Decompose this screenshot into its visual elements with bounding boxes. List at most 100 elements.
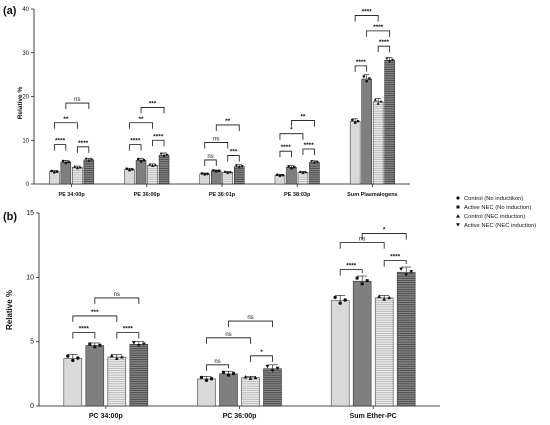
point-marker-triangle-up: [226, 171, 230, 174]
point-marker-square: [362, 75, 366, 78]
point-marker-circle: [278, 174, 282, 178]
legend-marker-triangle-up-icon: [456, 214, 460, 218]
significance-bracket: [204, 142, 229, 149]
significance-label: **: [63, 116, 69, 123]
point-marker-triangle-up: [376, 102, 380, 105]
significance-bracket: [339, 269, 363, 276]
significance-bracket: [206, 337, 251, 344]
legend-label: Active NEC (NEC induction): [464, 223, 536, 229]
point-marker-triangle-down: [399, 267, 404, 271]
significance-label: ****: [346, 263, 357, 270]
point-marker-triangle-down: [409, 270, 414, 274]
bar: [219, 373, 238, 407]
bar: [372, 101, 384, 185]
point-marker-triangle-up: [75, 166, 79, 170]
panel-b-y-axis-label: Relative %: [5, 290, 14, 330]
panel-a-label: (a): [3, 5, 17, 17]
point-marker-circle: [275, 173, 279, 177]
point-marker-square: [217, 169, 221, 172]
y-tick-label: 30: [22, 51, 29, 57]
significance-bracket: [383, 260, 407, 267]
significance-bracket: [215, 124, 240, 131]
point-marker-circle: [200, 172, 204, 175]
significance-label: ****: [356, 59, 367, 66]
significance-label: ****: [130, 138, 141, 145]
significance-bracket: [366, 30, 391, 37]
significance-bracket: [72, 315, 118, 322]
significance-bracket: [140, 107, 165, 114]
y-tick-label: 0: [30, 403, 34, 410]
point-marker-triangle-down: [141, 342, 146, 346]
point-marker-triangle-up: [114, 356, 119, 360]
bar: [352, 280, 372, 407]
legend-label: Control (No inductikon): [464, 196, 523, 202]
significance-bracket: [76, 146, 90, 153]
legend-item-control-nec-induction: Control (NEC induction): [456, 214, 525, 220]
significance-bracket: [279, 150, 292, 158]
significance-label: *: [290, 127, 293, 134]
x-tick-label: Sum Plasmalogens: [347, 192, 397, 198]
y-tick-label: 10: [22, 138, 29, 144]
significance-label: ***: [91, 309, 99, 316]
significance-bracket: [53, 122, 78, 129]
significance-label: ns: [247, 315, 253, 321]
bar: [63, 358, 83, 407]
y-tick-label: 15: [26, 210, 34, 217]
point-marker-square: [232, 372, 236, 376]
legend-item-control-no-induction: Control (No inductikon): [456, 196, 523, 202]
point-marker-triangle-down: [159, 152, 163, 156]
point-marker-triangle-down: [315, 160, 319, 164]
bar: [85, 345, 105, 407]
significance-bracket: [65, 102, 90, 110]
point-marker-triangle-down: [131, 341, 136, 345]
legend-marker-triangle-down-icon: [456, 223, 460, 227]
point-marker-circle: [203, 173, 207, 176]
point-marker-square: [61, 159, 65, 163]
significance-bracket: [116, 332, 140, 339]
significance-label: ****: [55, 138, 66, 145]
significance-bracket: [339, 242, 385, 249]
point-marker-circle: [66, 354, 70, 358]
significance-label: ns: [114, 292, 120, 298]
legend-item-active-nec-no-induction: Active NEC (No induction): [456, 205, 531, 211]
significance-bracket: [354, 65, 368, 72]
significance-label: **: [139, 116, 145, 123]
significance-label: ns: [225, 332, 231, 338]
bar: [361, 78, 372, 185]
point-marker-triangle-down: [404, 273, 409, 277]
bar: [241, 377, 260, 407]
bar: [263, 368, 282, 407]
y-tick-label: 5: [30, 339, 34, 346]
significance-bracket: [291, 120, 315, 127]
point-marker-square: [215, 170, 218, 173]
point-marker-triangle-up: [377, 294, 382, 298]
point-marker-square: [287, 165, 290, 168]
point-marker-triangle-up: [153, 163, 157, 167]
bar: [374, 297, 394, 407]
legend-label: Active NEC (No induction): [464, 205, 531, 211]
point-marker-triangle-down: [237, 166, 241, 169]
point-marker-triangle-up: [304, 170, 308, 174]
significance-label: ns: [74, 97, 80, 103]
significance-bracket: [129, 144, 142, 151]
point-marker-circle: [353, 121, 357, 125]
legend-marker-square-icon: [456, 205, 460, 209]
significance-label: **: [225, 118, 231, 125]
point-marker-circle: [128, 168, 131, 172]
bar: [60, 161, 72, 185]
point-marker-circle: [206, 172, 209, 176]
bar: [222, 171, 233, 185]
significance-bracket: [302, 148, 315, 155]
y-tick-label: 20: [22, 95, 29, 101]
significance-bracket: [94, 297, 140, 304]
point-marker-triangle-down: [270, 369, 275, 373]
x-tick-label: PE 36:01p: [209, 192, 236, 198]
significance-bracket: [279, 133, 304, 140]
x-tick-label: Sum Ether-PC: [350, 413, 397, 420]
bar: [396, 271, 416, 407]
point-marker-triangle-down: [90, 158, 94, 162]
point-marker-triangle-up: [73, 165, 77, 168]
point-marker-square: [221, 370, 225, 374]
point-marker-circle: [71, 358, 75, 363]
